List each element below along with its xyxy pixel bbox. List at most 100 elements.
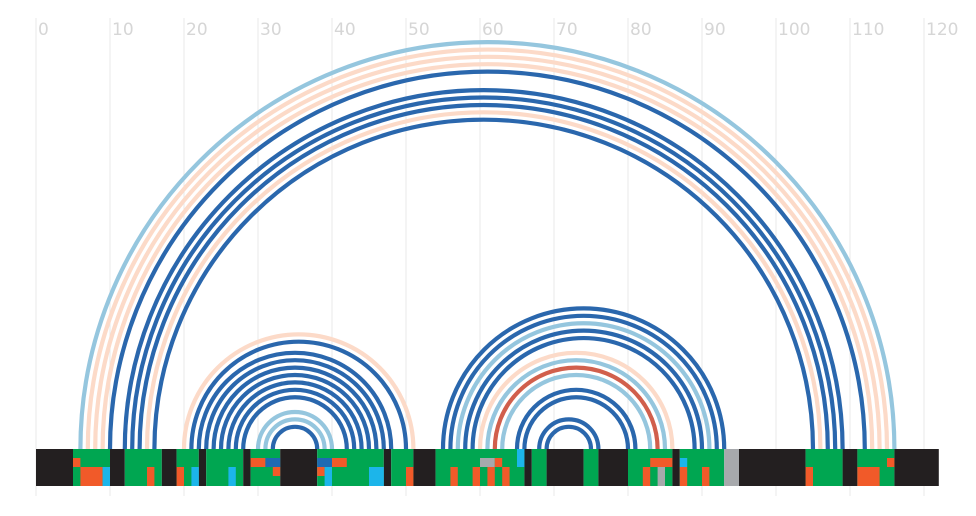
arc-link: [233, 387, 357, 450]
arc-link: [500, 372, 653, 450]
x-tick-label: 110: [852, 20, 884, 40]
arc-link: [107, 69, 867, 450]
arc-link: [218, 372, 372, 450]
track-segment: [546, 449, 584, 486]
track-mark: [228, 467, 236, 486]
x-tick-label: 90: [704, 20, 726, 40]
arc-link: [93, 54, 882, 450]
arc-link: [85, 47, 890, 450]
arc-link: [130, 95, 838, 450]
arc-link: [544, 424, 594, 450]
arc-link: [181, 332, 416, 450]
track-layer: [36, 449, 939, 486]
arc-link: [137, 102, 830, 450]
track-segment: [124, 449, 162, 486]
arc-link: [189, 339, 409, 450]
track-mark: [272, 467, 281, 476]
track-mark: [265, 458, 281, 467]
track-mark: [494, 458, 503, 467]
track-mark: [332, 458, 347, 467]
track-segment: [110, 449, 125, 486]
arc-link: [455, 321, 712, 450]
x-tick-label: 80: [630, 20, 652, 40]
x-tick-label: 10: [112, 20, 134, 40]
arc-link: [255, 409, 335, 450]
track-mark: [857, 467, 880, 486]
arc-link: [196, 350, 394, 450]
track-segment: [280, 449, 318, 486]
track-mark: [191, 467, 199, 486]
track-segment: [161, 449, 177, 486]
arc-link: [241, 395, 349, 450]
arc-link: [463, 328, 705, 450]
track-mark: [480, 458, 495, 467]
x-tick-label: 100: [778, 20, 810, 40]
track-mark: [147, 467, 155, 486]
track-mark: [472, 467, 480, 486]
track-mark: [657, 467, 665, 486]
track-mark: [406, 467, 414, 486]
arc-link: [522, 395, 631, 450]
track-segment: [598, 449, 628, 486]
track-mark: [317, 467, 325, 476]
arc-link: [477, 350, 675, 450]
track-segment: [531, 449, 547, 486]
x-tick-label: 40: [334, 20, 356, 40]
track-mark: [517, 449, 525, 467]
track-mark: [702, 467, 710, 486]
x-tick-label: 30: [260, 20, 282, 40]
arc-link: [514, 387, 638, 450]
track-mark: [250, 458, 266, 467]
track-segment: [672, 449, 680, 486]
track-segment: [739, 449, 806, 486]
arc-link: [204, 358, 386, 450]
arc-link: [485, 358, 668, 450]
x-tick-label: 0: [38, 20, 49, 40]
x-tick-label: 120: [926, 20, 958, 40]
track-mark: [487, 467, 495, 486]
track-mark: [887, 458, 895, 467]
track-segment: [383, 449, 392, 486]
track-mark: [724, 467, 739, 486]
track-mark: [502, 467, 510, 486]
track-mark: [80, 467, 103, 486]
track-mark: [73, 458, 81, 467]
x-tick-label: 20: [186, 20, 208, 40]
track-mark: [679, 467, 688, 486]
track-mark: [176, 467, 184, 486]
arc-link: [226, 380, 364, 450]
track-mark: [102, 467, 110, 486]
arc-layer: [78, 39, 897, 450]
arc-link: [100, 62, 875, 450]
arc-link: [270, 424, 320, 450]
track-mark: [324, 467, 332, 486]
track-mark: [642, 467, 651, 486]
arc-link: [440, 306, 727, 450]
arc-link: [492, 365, 660, 450]
track-segment: [243, 449, 251, 486]
track-segment: [198, 449, 207, 486]
track-mark: [650, 458, 673, 467]
track-mark: [369, 467, 384, 486]
arc-link: [78, 39, 897, 450]
track-segment: [524, 449, 532, 486]
track-segment: [413, 449, 436, 486]
x-tick-label: 50: [408, 20, 430, 40]
arc-link: [537, 417, 601, 450]
x-tick-label: 60: [482, 20, 504, 40]
arc-link: [448, 313, 719, 450]
track-mark: [450, 467, 458, 486]
arc-link: [470, 335, 697, 450]
track-mark: [805, 467, 813, 486]
arc-link: [211, 365, 379, 450]
arc-link: [263, 417, 327, 450]
track-segment: [842, 449, 858, 486]
track-segment: [206, 449, 244, 486]
arc-link: [152, 117, 816, 450]
track-segment: [583, 449, 599, 486]
arc-link: [122, 88, 845, 450]
x-tick-label: 70: [556, 20, 578, 40]
track-segment: [36, 449, 73, 486]
